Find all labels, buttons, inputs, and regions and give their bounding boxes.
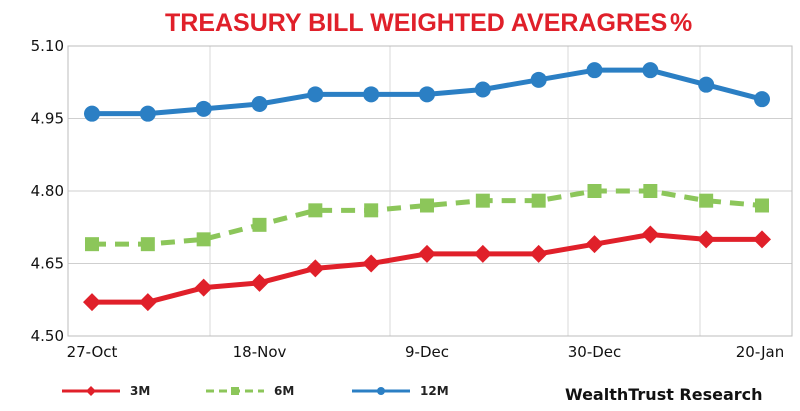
legend-label: 6M [274,384,294,398]
y-tick-label: 4.80 [31,182,64,200]
data-point [194,278,213,297]
data-point [363,86,380,103]
data-point [530,71,547,88]
data-point [473,244,492,263]
data-point [420,198,434,213]
series-6m [85,184,769,252]
series-group [83,62,771,312]
data-point [83,293,101,312]
data-point [585,235,604,254]
axes: 4.50 4.65 4.80 4.95 5.10 27-Oct 18-Nov 9-Dec 30-… [31,37,793,361]
data-point [84,105,100,122]
x-tick-label: 18-Nov [233,343,287,361]
y-tick-label: 4.50 [31,327,64,345]
data-point [251,96,268,112]
legend-marker [231,387,239,395]
series-line-3m [89,232,765,305]
chart-title: TREASURY BILL WEIGHTED AVERAGRES [165,9,667,37]
series-12m [84,62,770,122]
data-point [529,244,548,263]
source-label: WealthTrust Research [565,385,763,404]
legend: 3M 6M 12M [62,384,449,398]
chart-unit: % [670,9,692,37]
data-point [587,184,602,198]
data-point [475,193,490,208]
x-tick-label: 9-Dec [405,343,449,361]
data-point [642,62,659,79]
data-point [697,230,716,249]
data-point [252,217,267,232]
y-tick-label: 4.65 [31,255,64,273]
data-point [586,62,603,79]
plot-area-border [67,45,793,337]
x-tick-label: 30-Dec [568,343,622,361]
data-point [362,254,381,273]
x-tick-label: 27-Oct [67,343,118,361]
legend-label: 12M [420,384,449,398]
data-point [754,91,770,108]
data-point [755,198,769,213]
series-3m [83,225,771,312]
data-point [531,193,546,208]
data-point [308,203,323,218]
data-point [85,237,99,252]
legend-item-6m: 6M [206,384,294,398]
data-point [307,86,324,103]
data-point [419,86,435,103]
legend-item-3m: 3M [62,384,150,398]
legend-label: 3M [130,384,150,398]
data-point [138,293,157,312]
legend-marker [377,387,385,395]
data-point [474,81,491,98]
data-point [250,273,269,292]
legend-item-12m: 12M [352,384,449,398]
data-point [306,259,325,278]
data-point [698,76,715,93]
data-point [196,232,211,247]
data-point [139,105,156,122]
legend-marker [86,386,96,396]
y-tick-label: 5.10 [31,37,64,55]
x-tick-label: 20-Jan [736,343,784,361]
chart-title-group: TREASURY BILL WEIGHTED AVERAGRES % [165,9,692,37]
data-point [364,203,379,218]
data-point [643,184,658,198]
y-tick-label: 4.95 [31,110,64,128]
data-point [195,100,212,117]
data-point [753,230,771,249]
data-point [140,237,155,252]
data-point [641,225,660,244]
data-point [699,193,714,208]
data-point [418,244,436,263]
